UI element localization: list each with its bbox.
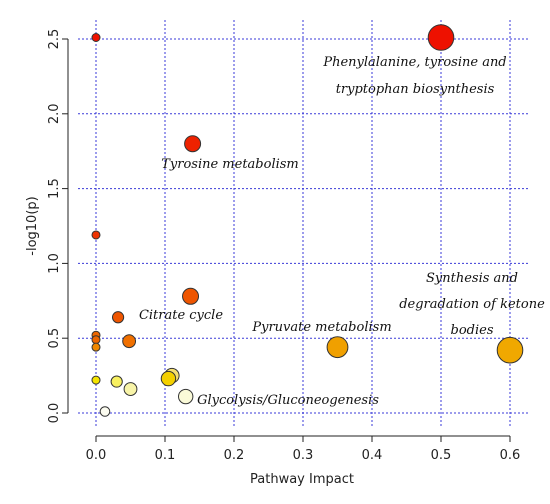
annotation-ann1-line-1: tryptophan biosynthesis	[336, 82, 495, 97]
annotation-ann5-line-0: Synthesis and	[426, 271, 518, 286]
data-point-5	[111, 311, 125, 324]
annotation-ann5-line-1: degradation of ketone	[399, 297, 545, 312]
y-axis-title: -log10(p)	[25, 196, 40, 255]
x-tick-label-5: 0.5	[431, 448, 452, 463]
data-point-1	[91, 33, 101, 43]
data-point-11	[496, 336, 524, 364]
data-point-3	[91, 230, 101, 240]
y-tick-label-2: 1.0	[47, 253, 62, 274]
data-point-14	[91, 375, 101, 385]
y-tick-label-4: 2.0	[47, 103, 62, 124]
data-point-18	[99, 406, 111, 417]
data-point-17	[178, 388, 194, 405]
x-tick-label-4: 0.4	[362, 448, 383, 463]
data-point-10	[326, 336, 349, 359]
data-point-13	[160, 370, 177, 387]
data-point-9	[91, 342, 101, 352]
annotation-ann3-line-0: Citrate cycle	[139, 308, 223, 323]
y-tick-label-1: 0.5	[47, 328, 62, 349]
x-axis-title: Pathway Impact	[250, 472, 354, 487]
annotations: Phenylalanine, tyrosine and tryptophan b…	[139, 55, 545, 408]
annotation-ann6-line-0: Glycolysis/Gluconeogenesis	[197, 393, 379, 408]
y-tick-label-0: 0.0	[47, 403, 62, 424]
data-point-16	[123, 382, 138, 396]
data-point-2	[184, 135, 202, 153]
y-tick-label-3: 1.5	[47, 178, 62, 199]
annotation-ann4-line-0: Pyruvate metabolism	[251, 320, 391, 335]
grid-lines	[78, 20, 530, 428]
data-point-8	[122, 334, 137, 349]
axes: 0.0 0.1 0.2 0.3 0.4 0.5 0.6 0.0 0.5 1.0 1.5 2.0 2.5	[47, 29, 520, 463]
annotation-ann2-line-0: Tyrosine metabolism	[161, 157, 299, 172]
annotation-ann1-line-0: Phenylalanine, tyrosine and	[322, 55, 506, 70]
x-tick-label-6: 0.6	[500, 448, 521, 463]
annotation-ann5-line-2: bodies	[451, 323, 494, 338]
x-tick-label-3: 0.3	[293, 448, 314, 463]
x-tick-label-1: 0.1	[155, 448, 176, 463]
x-tick-label-0: 0.0	[86, 448, 107, 463]
data-point-0	[427, 24, 455, 51]
data-point-4	[182, 287, 200, 305]
data-point-7	[91, 335, 101, 345]
y-tick-label-5: 2.5	[47, 29, 62, 50]
data-point-15	[110, 375, 123, 388]
data-points	[91, 24, 524, 417]
x-tick-label-2: 0.2	[224, 448, 245, 463]
